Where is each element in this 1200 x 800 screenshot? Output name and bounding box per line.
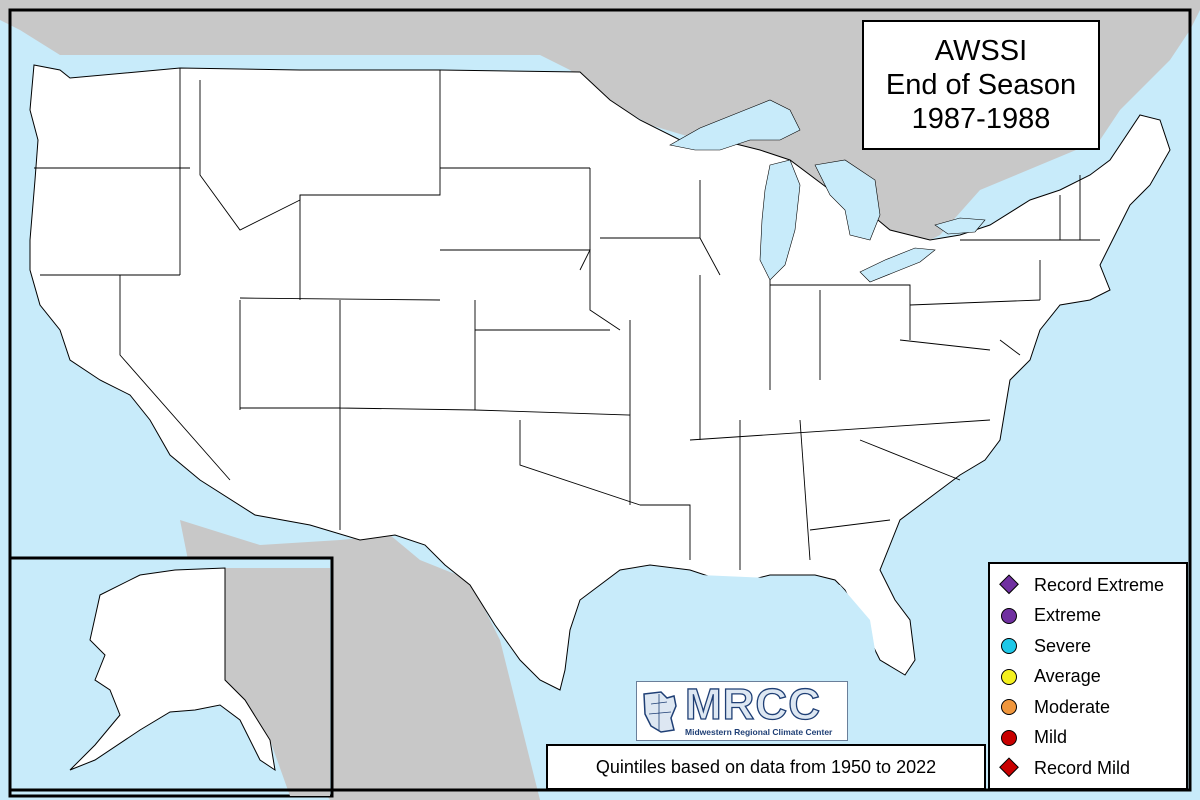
data-range-note: Quintiles based on data from 1950 to 202…: [546, 744, 986, 790]
moderate-circle-icon: [1001, 699, 1017, 716]
legend-item-severe: Severe: [998, 631, 1186, 662]
mild-circle-icon: [1001, 729, 1017, 746]
mrcc-logo: MRCC Midwestern Regional Climate Center: [636, 679, 848, 741]
record-extreme-diamond-icon: [999, 574, 1019, 595]
title-line-2: End of Season: [885, 69, 1077, 101]
legend-item-extreme: Extreme: [998, 601, 1186, 632]
midwest-map-icon: [643, 691, 677, 733]
severe-circle-icon: [1001, 638, 1017, 655]
average-circle-icon: [1001, 668, 1017, 685]
legend-label: Moderate: [1034, 696, 1111, 717]
legend-item-moderate: Moderate: [998, 692, 1186, 723]
legend-label: Severe: [1034, 635, 1092, 656]
legend-label: Record Mild: [1034, 757, 1131, 778]
logo-text: MRCC: [684, 679, 821, 729]
title-line-1: AWSSI: [934, 35, 1028, 67]
legend-item-average: Average: [998, 662, 1186, 693]
legend-item-record-extreme: Record Extreme: [998, 570, 1186, 601]
legend-label: Mild: [1034, 727, 1068, 748]
legend-label: Record Extreme: [1034, 574, 1165, 595]
logo-subtitle: Midwestern Regional Climate Center: [685, 727, 833, 737]
legend-item-record-mild: Record Mild: [998, 753, 1186, 784]
record-mild-diamond-icon: [999, 757, 1019, 778]
legend-label: Extreme: [1034, 605, 1102, 626]
title-line-3: 1987-1988: [911, 103, 1051, 135]
legend: Record Extreme Extreme Severe Average Mo…: [988, 562, 1188, 790]
legend-item-mild: Mild: [998, 723, 1186, 754]
legend-label: Average: [1034, 666, 1101, 687]
title-box: AWSSI End of Season 1987-1988: [862, 20, 1100, 150]
extreme-circle-icon: [1001, 607, 1017, 624]
